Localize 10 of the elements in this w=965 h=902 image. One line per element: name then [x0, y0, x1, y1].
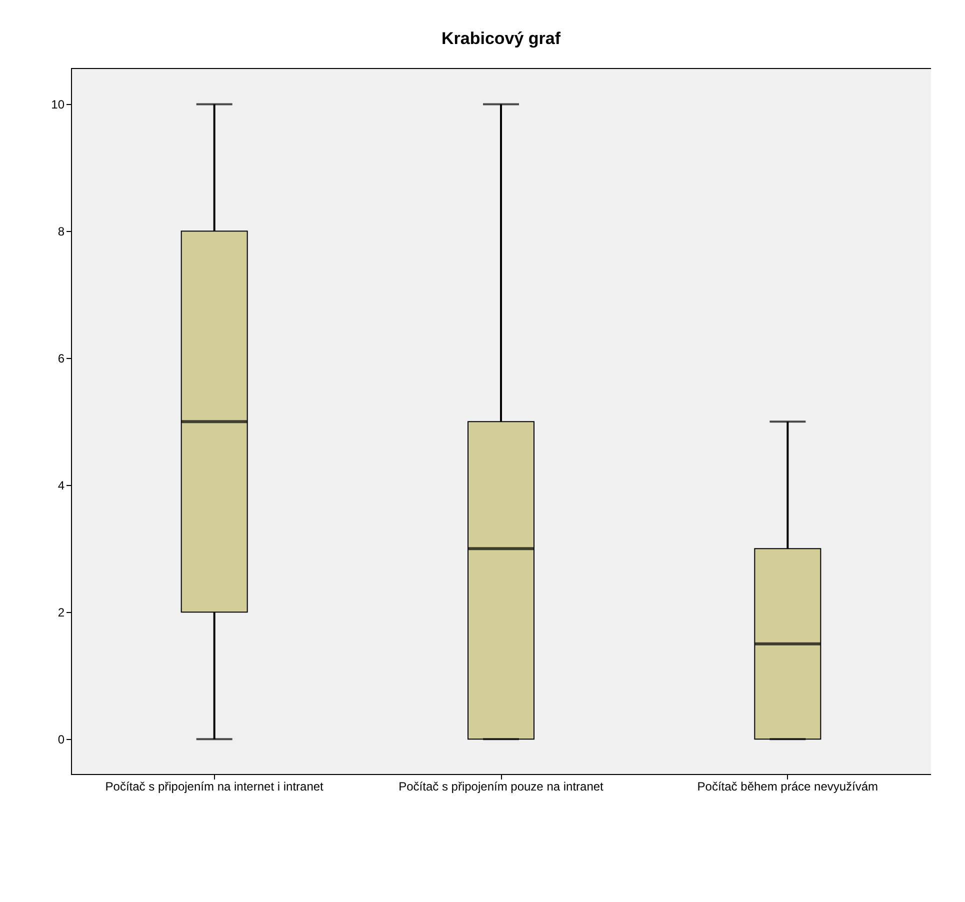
y-tick-label: 0: [58, 732, 65, 747]
x-tick-label: Počítač s připojením na internet i intranet: [105, 780, 324, 794]
y-tick-label: 8: [58, 224, 65, 239]
y-tick-label: 10: [51, 98, 65, 112]
y-tick-label: 4: [58, 478, 65, 493]
chart-title: Krabicový graf: [441, 29, 561, 48]
x-tick-label: Počítač během práce nevyužívám: [697, 780, 878, 794]
y-tick-label: 2: [58, 606, 65, 620]
y-tick-label: 6: [58, 352, 65, 366]
x-tick-label: Počítač s připojením pouze na intranet: [398, 780, 604, 794]
